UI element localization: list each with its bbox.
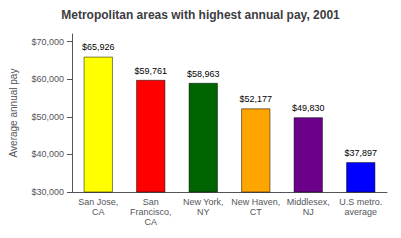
svg-text:New York,: New York, bbox=[183, 197, 224, 207]
svg-text:NY: NY bbox=[197, 207, 210, 217]
svg-text:$59,761: $59,761 bbox=[134, 66, 167, 76]
svg-text:Francisco,: Francisco, bbox=[130, 207, 172, 217]
svg-text:San Jose,: San Jose, bbox=[78, 197, 118, 207]
svg-text:$58,963: $58,963 bbox=[187, 69, 220, 79]
svg-text:CA: CA bbox=[92, 207, 105, 217]
svg-text:$52,177: $52,177 bbox=[239, 94, 272, 104]
svg-text:$30,000: $30,000 bbox=[31, 187, 64, 197]
svg-text:$40,000: $40,000 bbox=[31, 149, 64, 159]
svg-text:$37,897: $37,897 bbox=[344, 148, 377, 158]
svg-text:$50,000: $50,000 bbox=[31, 112, 64, 122]
svg-text:$65,926: $65,926 bbox=[82, 42, 115, 52]
svg-text:$60,000: $60,000 bbox=[31, 74, 64, 84]
svg-text:CA: CA bbox=[144, 217, 157, 227]
svg-text:CT: CT bbox=[250, 207, 262, 217]
svg-text:$49,830: $49,830 bbox=[292, 103, 325, 113]
svg-text:average: average bbox=[344, 207, 377, 217]
svg-text:U.S metro.: U.S metro. bbox=[339, 197, 382, 207]
svg-text:New Haven,: New Haven, bbox=[231, 197, 280, 207]
svg-text:Average annual pay: Average annual pay bbox=[8, 69, 19, 158]
svg-text:NJ: NJ bbox=[303, 207, 314, 217]
svg-text:$70,000: $70,000 bbox=[31, 37, 64, 47]
svg-text:San: San bbox=[143, 197, 159, 207]
svg-text:Metropolitan areas with highes: Metropolitan areas with highest annual p… bbox=[61, 8, 340, 22]
svg-text:Middlesex,: Middlesex, bbox=[287, 197, 330, 207]
